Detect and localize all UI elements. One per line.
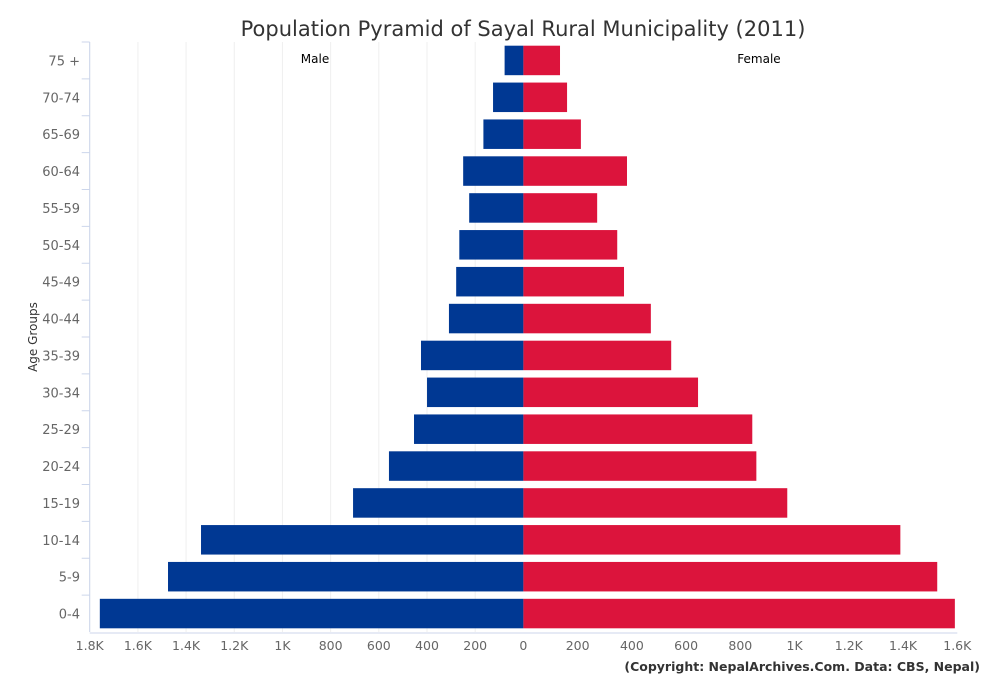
female-bar bbox=[523, 303, 651, 334]
female-axis-tick: 1K bbox=[787, 638, 804, 653]
category-label: 50-54 bbox=[42, 239, 80, 254]
male-axis-tick: 200 bbox=[463, 638, 487, 653]
category-label: 40-44 bbox=[42, 313, 80, 328]
category-label: 30-34 bbox=[42, 386, 80, 401]
category-label: 55-59 bbox=[42, 202, 80, 217]
male-bar bbox=[201, 525, 524, 555]
male-bar bbox=[456, 266, 524, 297]
male-bar bbox=[427, 377, 524, 408]
female-axis-tick: 400 bbox=[620, 638, 644, 653]
female-axis-tick: 1.2K bbox=[835, 638, 864, 653]
category-label: 60-64 bbox=[42, 165, 80, 180]
male-bar bbox=[168, 561, 524, 592]
category-label: 10-14 bbox=[42, 534, 80, 549]
male-bar bbox=[99, 598, 524, 629]
female-bar bbox=[523, 193, 598, 223]
category-label: 35-39 bbox=[42, 349, 80, 364]
female-series-label: Female bbox=[737, 52, 780, 66]
category-label: 20-24 bbox=[42, 460, 80, 475]
category-label: 65-69 bbox=[42, 128, 80, 143]
male-bar bbox=[448, 303, 524, 334]
y-axis-label: Age Groups bbox=[26, 302, 40, 372]
male-axis-tick: 800 bbox=[319, 638, 343, 653]
female-bar bbox=[523, 45, 561, 76]
male-axis-tick: 1.6K bbox=[124, 638, 153, 653]
category-label: 75 + bbox=[48, 54, 80, 69]
chart-title: Population Pyramid of Sayal Rural Munici… bbox=[241, 17, 806, 41]
category-label: 0-4 bbox=[59, 608, 80, 623]
female-bar bbox=[523, 82, 568, 113]
category-label: 5-9 bbox=[59, 571, 80, 586]
female-bar bbox=[523, 340, 672, 371]
male-axis-tick: 1K bbox=[274, 638, 291, 653]
male-axis-tick: 400 bbox=[415, 638, 439, 653]
female-bar bbox=[523, 119, 581, 149]
female-bar bbox=[523, 598, 955, 629]
female-axis-tick: 1.4K bbox=[889, 638, 918, 653]
credit-text: (Copyright: NepalArchives.Com. Data: CBS… bbox=[624, 659, 980, 674]
female-bar bbox=[523, 377, 699, 408]
female-axis-tick: 200 bbox=[566, 638, 590, 653]
male-axis-tick: 1.8K bbox=[76, 638, 105, 653]
female-bar bbox=[523, 451, 757, 481]
male-axis-tick: 0 bbox=[519, 638, 527, 653]
category-label: 45-49 bbox=[42, 276, 80, 291]
male-bar bbox=[463, 156, 524, 186]
male-bar bbox=[504, 45, 524, 76]
female-bar bbox=[523, 561, 938, 592]
female-axis-tick: 800 bbox=[728, 638, 752, 653]
female-bar bbox=[523, 488, 788, 518]
female-bar bbox=[523, 525, 901, 555]
male-bar bbox=[483, 119, 524, 149]
category-label: 25-29 bbox=[42, 423, 80, 438]
male-bar bbox=[420, 340, 524, 371]
female-axis-tick: 600 bbox=[674, 638, 698, 653]
female-bar bbox=[523, 156, 627, 186]
male-axis-tick: 1.2K bbox=[220, 638, 249, 653]
male-bar bbox=[353, 488, 524, 518]
male-bar bbox=[388, 451, 524, 481]
male-series-label: Male bbox=[301, 52, 329, 66]
category-label: 70-74 bbox=[42, 91, 80, 106]
male-bar bbox=[459, 230, 524, 260]
female-bar bbox=[523, 230, 618, 260]
category-label: 15-19 bbox=[42, 497, 80, 512]
female-axis-tick: 1.6K bbox=[943, 638, 972, 653]
male-bar bbox=[414, 414, 524, 444]
female-bar bbox=[523, 266, 625, 297]
male-axis-tick: 600 bbox=[367, 638, 391, 653]
male-axis-tick: 1.4K bbox=[172, 638, 201, 653]
male-bar bbox=[469, 193, 524, 223]
female-bar bbox=[523, 414, 753, 444]
male-bar bbox=[493, 82, 524, 113]
